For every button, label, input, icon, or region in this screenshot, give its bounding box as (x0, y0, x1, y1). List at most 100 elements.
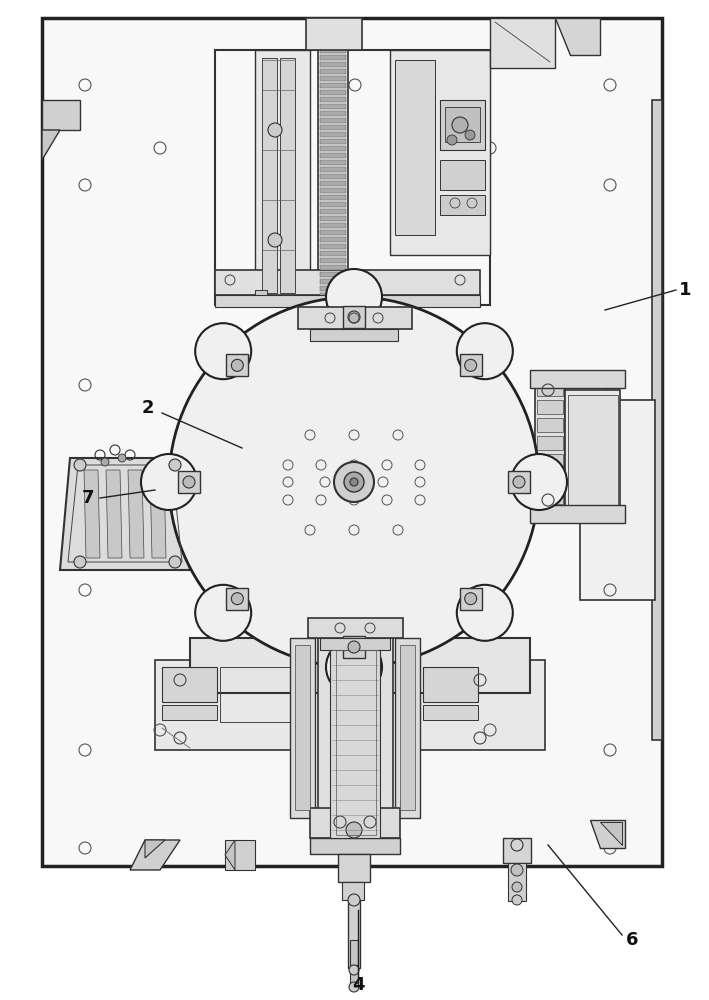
Bar (226, 588, 248, 610)
Bar (320, 272, 346, 277)
Circle shape (344, 472, 364, 492)
Bar (530, 370, 625, 388)
Circle shape (349, 982, 359, 992)
Bar (338, 854, 370, 882)
Circle shape (169, 556, 181, 568)
Bar (320, 265, 346, 270)
Bar (308, 618, 403, 638)
Bar (320, 160, 346, 165)
Bar (320, 27, 346, 32)
Bar (320, 118, 346, 123)
Bar (290, 638, 315, 818)
Circle shape (452, 117, 468, 133)
Bar (390, 50, 490, 255)
Bar (652, 100, 662, 740)
Bar (395, 60, 435, 235)
Text: 2: 2 (142, 399, 155, 417)
Bar (320, 167, 346, 172)
Circle shape (268, 233, 282, 247)
Bar (400, 645, 415, 810)
Circle shape (513, 476, 525, 488)
Bar (395, 638, 420, 818)
Bar (298, 307, 412, 329)
Circle shape (326, 639, 382, 695)
Bar (530, 505, 625, 523)
Bar (445, 107, 480, 142)
Bar (440, 100, 485, 150)
Polygon shape (128, 470, 144, 558)
Polygon shape (600, 822, 622, 845)
Circle shape (512, 895, 522, 905)
Bar (343, 636, 365, 658)
Bar (535, 378, 565, 513)
Circle shape (511, 454, 567, 510)
Circle shape (169, 297, 539, 667)
Bar (320, 237, 346, 242)
Bar (320, 230, 346, 235)
Bar (459, 588, 481, 610)
Circle shape (183, 476, 195, 488)
Circle shape (464, 593, 476, 605)
Bar (320, 188, 346, 193)
Bar (255, 290, 267, 305)
Polygon shape (590, 820, 625, 848)
Bar (320, 90, 346, 95)
Text: 6: 6 (626, 931, 638, 949)
Bar (320, 638, 390, 650)
Bar (348, 900, 360, 968)
Polygon shape (84, 470, 100, 558)
Bar (155, 660, 300, 750)
Bar (537, 490, 563, 504)
Bar (537, 400, 563, 414)
Bar (580, 400, 655, 600)
Circle shape (231, 593, 243, 605)
Polygon shape (145, 840, 165, 858)
Circle shape (74, 459, 86, 471)
Bar (423, 667, 478, 702)
Bar (537, 454, 563, 468)
Polygon shape (225, 840, 255, 870)
Bar (318, 638, 393, 848)
Bar (320, 244, 346, 249)
Bar (350, 940, 358, 965)
Bar (320, 83, 346, 88)
Bar (350, 972, 358, 986)
Bar (320, 76, 346, 81)
Polygon shape (42, 130, 60, 160)
Polygon shape (150, 470, 166, 558)
Bar (320, 34, 346, 39)
Bar (342, 882, 364, 900)
Circle shape (512, 882, 522, 892)
Bar (262, 58, 277, 293)
Bar (320, 111, 346, 116)
Bar (320, 216, 346, 221)
Bar (320, 286, 346, 291)
Circle shape (465, 130, 475, 140)
Circle shape (195, 323, 251, 379)
Circle shape (464, 359, 476, 371)
Bar (220, 667, 295, 722)
Polygon shape (130, 840, 180, 870)
Bar (320, 20, 346, 25)
Circle shape (350, 478, 358, 486)
Bar (415, 660, 545, 750)
Bar (537, 436, 563, 450)
Bar (320, 132, 346, 137)
Bar (320, 55, 346, 60)
Bar (320, 223, 346, 228)
Bar (565, 390, 620, 510)
Circle shape (195, 585, 251, 641)
Bar (320, 279, 346, 284)
Bar (490, 18, 555, 68)
Bar (320, 48, 346, 53)
Bar (320, 104, 346, 109)
Circle shape (118, 454, 126, 462)
Bar (459, 354, 481, 376)
Bar (306, 18, 362, 50)
Circle shape (101, 458, 109, 466)
Bar (423, 705, 478, 720)
Polygon shape (106, 470, 122, 558)
Bar (320, 258, 346, 263)
Bar (320, 139, 346, 144)
Circle shape (348, 641, 360, 653)
